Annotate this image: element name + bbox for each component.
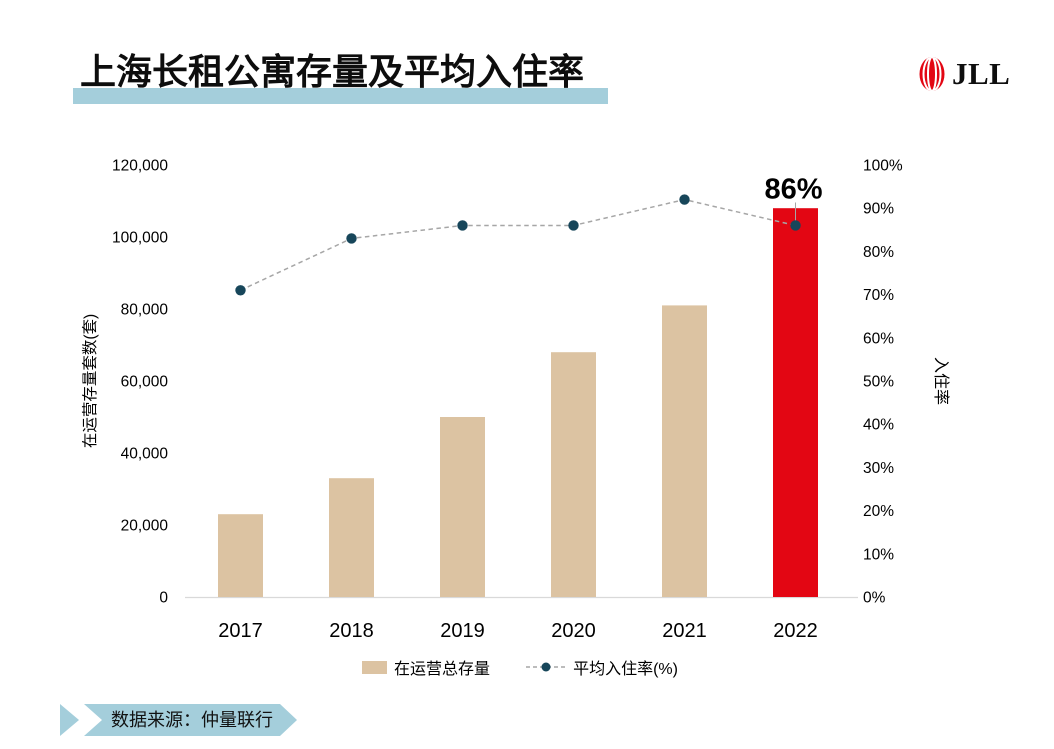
- y-left-tick-2: 40,000: [121, 446, 169, 463]
- occupancy-point-2017: [235, 285, 246, 296]
- title-accent-underline: [73, 88, 608, 104]
- legend-item-stock: 在运营总存量: [362, 655, 490, 679]
- source-banner: 数据来源：仲量联行: [60, 701, 300, 739]
- y-left-tick-1: 20,000: [121, 518, 169, 535]
- y-right-tick-10: 100%: [863, 158, 903, 175]
- occupancy-line: [240, 198, 796, 291]
- bar-2021: [662, 305, 707, 597]
- y-right-tick-7: 70%: [863, 287, 894, 304]
- legend-item-occupancy: 平均入住率(%): [526, 655, 678, 679]
- x-tick-2017: 2017: [218, 620, 263, 642]
- x-tick-2020: 2020: [551, 620, 596, 642]
- y-right-tick-6: 60%: [863, 330, 894, 347]
- left-axis-title: 在运营存量套数(套): [81, 314, 99, 448]
- y-left-tick-4: 80,000: [121, 302, 169, 319]
- y-right-tick-9: 90%: [863, 201, 894, 218]
- x-tick-2018: 2018: [329, 620, 374, 642]
- legend-label-occupancy: 平均入住率(%): [573, 661, 678, 678]
- jll-logo: JLL: [919, 56, 1010, 92]
- y-left-tick-3: 60,000: [121, 374, 169, 391]
- y-right-tick-3: 30%: [863, 460, 894, 477]
- bar-legend-swatch: [362, 660, 388, 674]
- source-banner-ribbon: [60, 704, 297, 736]
- x-tick-2019: 2019: [440, 620, 485, 642]
- right-axis-title: 入住率: [932, 357, 950, 405]
- y-right-tick-4: 40%: [863, 417, 894, 434]
- ribbon-body: [84, 704, 297, 736]
- annotation-value: 86%: [764, 173, 822, 205]
- occupancy-point-2020: [568, 220, 579, 231]
- occupancy-point-2022: [790, 220, 801, 231]
- ribbon-chevron: [60, 704, 79, 736]
- y-right-tick-8: 80%: [863, 244, 894, 261]
- bar-2020: [551, 352, 596, 597]
- occupancy-point-2019: [457, 220, 468, 231]
- occupancy-point-2021: [679, 194, 690, 205]
- chart-legend: 在运营总存量 平均入住率(%): [185, 655, 855, 679]
- bar-2022: [773, 208, 818, 597]
- y-right-tick-5: 50%: [863, 374, 894, 391]
- source-text: 数据来源：仲量联行: [111, 710, 273, 730]
- y-right-tick-1: 10%: [863, 546, 894, 563]
- bar-2017: [218, 514, 263, 597]
- y-left-tick-5: 100,000: [112, 230, 168, 247]
- bar-2018: [329, 478, 374, 597]
- page-title: 上海长租公寓存量及平均入住率: [80, 51, 585, 92]
- y-left-tick-0: 0: [159, 590, 168, 607]
- jll-logo-mark: [919, 57, 945, 91]
- x-tick-2022: 2022: [773, 620, 818, 642]
- y-right-tick-2: 20%: [863, 503, 894, 520]
- x-tick-2021: 2021: [662, 620, 707, 642]
- occupancy-point-2018: [346, 233, 357, 244]
- legend-label-stock: 在运营总存量: [394, 661, 491, 678]
- y-left-tick-6: 120,000: [112, 158, 168, 175]
- jll-logo-text: JLL: [952, 56, 1011, 91]
- y-right-tick-0: 0%: [863, 590, 886, 607]
- bar-2019: [440, 417, 485, 597]
- line-legend-marker: [526, 662, 567, 672]
